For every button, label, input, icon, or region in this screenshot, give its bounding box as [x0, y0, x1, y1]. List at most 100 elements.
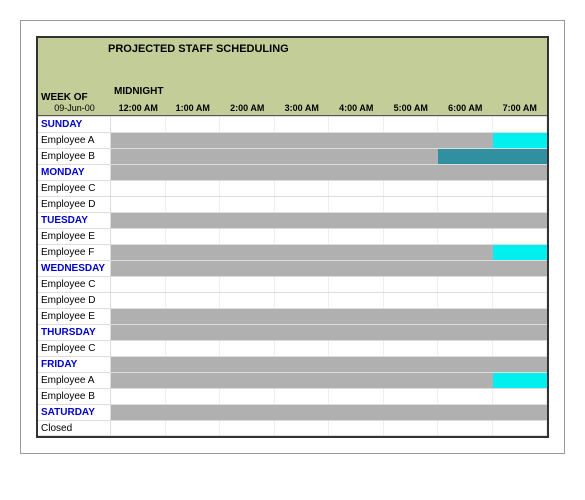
- bars-area: [111, 421, 547, 435]
- employee-row: Employee F: [38, 244, 547, 260]
- hour-slot: [220, 341, 275, 356]
- time-header-cell: 7:00 AM: [493, 101, 548, 115]
- hour-slot: [166, 277, 221, 292]
- week-of-date: 09-Jun-00: [41, 103, 108, 113]
- hour-slot: [275, 197, 330, 212]
- hour-slot: [220, 117, 275, 132]
- employee-label: Employee C: [38, 181, 111, 196]
- hour-slot: [111, 181, 166, 196]
- bars-area: [111, 373, 547, 388]
- employee-row: Employee D: [38, 292, 547, 308]
- hour-slot: [329, 181, 384, 196]
- schedule-bar: [493, 373, 548, 388]
- schedule-bar: [111, 245, 493, 260]
- schedule-bar: [111, 405, 547, 420]
- hour-slot: [329, 389, 384, 404]
- schedule-bar: [493, 245, 548, 260]
- employee-row: Employee B: [38, 388, 547, 404]
- bars-area: [111, 149, 547, 164]
- schedule-bar: [111, 133, 493, 148]
- hour-slot: [166, 197, 221, 212]
- hour-slot: [493, 421, 548, 435]
- day-row: FRIDAY: [38, 356, 547, 372]
- hour-slot: [493, 197, 548, 212]
- bars-area: [111, 133, 547, 148]
- hour-slot: [329, 117, 384, 132]
- employee-label: Employee E: [38, 229, 111, 244]
- schedule-bar: [493, 133, 548, 148]
- hour-slot: [220, 389, 275, 404]
- employee-row: Employee C: [38, 180, 547, 196]
- hour-slot: [493, 293, 548, 308]
- bars-area: [111, 213, 547, 228]
- hour-slot: [384, 341, 439, 356]
- hour-slot: [220, 293, 275, 308]
- employee-label: Employee E: [38, 309, 111, 324]
- schedule-bar: [111, 357, 547, 372]
- employee-row: Employee E: [38, 308, 547, 324]
- hour-slot: [493, 277, 548, 292]
- hour-slot: [384, 117, 439, 132]
- employee-row: Employee C: [38, 340, 547, 356]
- employee-label: Employee C: [38, 341, 111, 356]
- bars-area: [111, 277, 547, 292]
- day-row: TUESDAY: [38, 212, 547, 228]
- hour-slot: [329, 421, 384, 435]
- bars-area: [111, 261, 547, 276]
- hour-slot: [111, 341, 166, 356]
- day-row: SATURDAY: [38, 404, 547, 420]
- hour-slot: [220, 229, 275, 244]
- employee-label: Employee F: [38, 245, 111, 260]
- hour-slot: [220, 197, 275, 212]
- hour-slot: [438, 341, 493, 356]
- hour-slot: [166, 117, 221, 132]
- hour-slot: [220, 181, 275, 196]
- employee-label: Employee B: [38, 389, 111, 404]
- bars-area: [111, 341, 547, 356]
- day-row: MONDAY: [38, 164, 547, 180]
- hour-slot: [329, 293, 384, 308]
- hour-slot: [493, 117, 548, 132]
- employee-row: Employee B: [38, 148, 547, 164]
- hour-slot: [329, 197, 384, 212]
- hour-slot: [111, 197, 166, 212]
- hour-slot: [384, 421, 439, 435]
- day-label: TUESDAY: [38, 213, 111, 228]
- time-header-row: 12:00 AM1:00 AM2:00 AM3:00 AM4:00 AM5:00…: [111, 90, 547, 115]
- hour-slot: [166, 293, 221, 308]
- employee-label: Employee C: [38, 277, 111, 292]
- employee-label: Employee B: [38, 149, 111, 164]
- day-label: THURSDAY: [38, 325, 111, 340]
- bars-area: [111, 165, 547, 180]
- hour-slot: [275, 421, 330, 435]
- header-block: PROJECTED STAFF SCHEDULING MIDNIGHT WEEK…: [38, 38, 547, 116]
- schedule-bar: [111, 373, 493, 388]
- time-header-cell: 4:00 AM: [329, 101, 384, 115]
- hour-slot: [111, 293, 166, 308]
- hour-slot: [275, 181, 330, 196]
- bars-area: [111, 405, 547, 420]
- hour-slot: [275, 293, 330, 308]
- schedule-bar: [111, 149, 438, 164]
- schedule-bar: [111, 325, 547, 340]
- hour-slot: [493, 181, 548, 196]
- employee-label: Closed: [38, 421, 111, 435]
- bars-area: [111, 117, 547, 132]
- day-label: SUNDAY: [38, 117, 111, 132]
- hour-slot: [111, 421, 166, 435]
- hour-slot: [438, 181, 493, 196]
- hour-slot: [220, 277, 275, 292]
- hour-slot: [438, 293, 493, 308]
- hour-slot: [493, 229, 548, 244]
- bars-area: [111, 229, 547, 244]
- time-header-cell: 1:00 AM: [166, 101, 221, 115]
- employee-row: Closed: [38, 420, 547, 436]
- bars-area: [111, 197, 547, 212]
- hour-slot: [438, 197, 493, 212]
- employee-row: Employee D: [38, 196, 547, 212]
- hour-slot: [438, 389, 493, 404]
- bars-area: [111, 309, 547, 324]
- hour-slot: [438, 421, 493, 435]
- hour-slot: [275, 389, 330, 404]
- sheet-title: PROJECTED STAFF SCHEDULING: [108, 43, 289, 55]
